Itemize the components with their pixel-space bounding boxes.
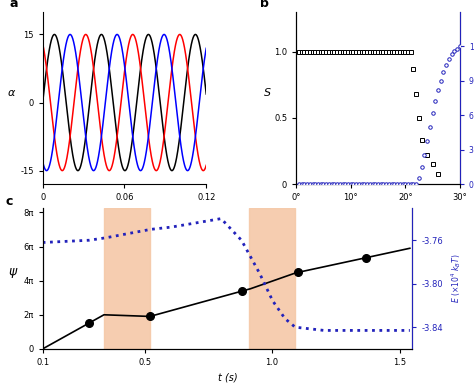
- X-axis label: t (s): t (s): [218, 372, 237, 383]
- Y-axis label: $E$ (×10$^4$ $k_B T$): $E$ (×10$^4$ $k_B T$): [449, 253, 463, 303]
- Text: b: b: [260, 0, 269, 9]
- Bar: [249, 208, 295, 349]
- X-axis label: t (s): t (s): [115, 208, 134, 218]
- Text: c: c: [6, 195, 13, 208]
- Y-axis label: ψ: ψ: [8, 265, 16, 278]
- Bar: [104, 208, 150, 349]
- Y-axis label: S: S: [264, 88, 271, 98]
- Y-axis label: α: α: [8, 88, 16, 98]
- Text: a: a: [10, 0, 18, 9]
- X-axis label: θ: θ: [375, 208, 381, 218]
